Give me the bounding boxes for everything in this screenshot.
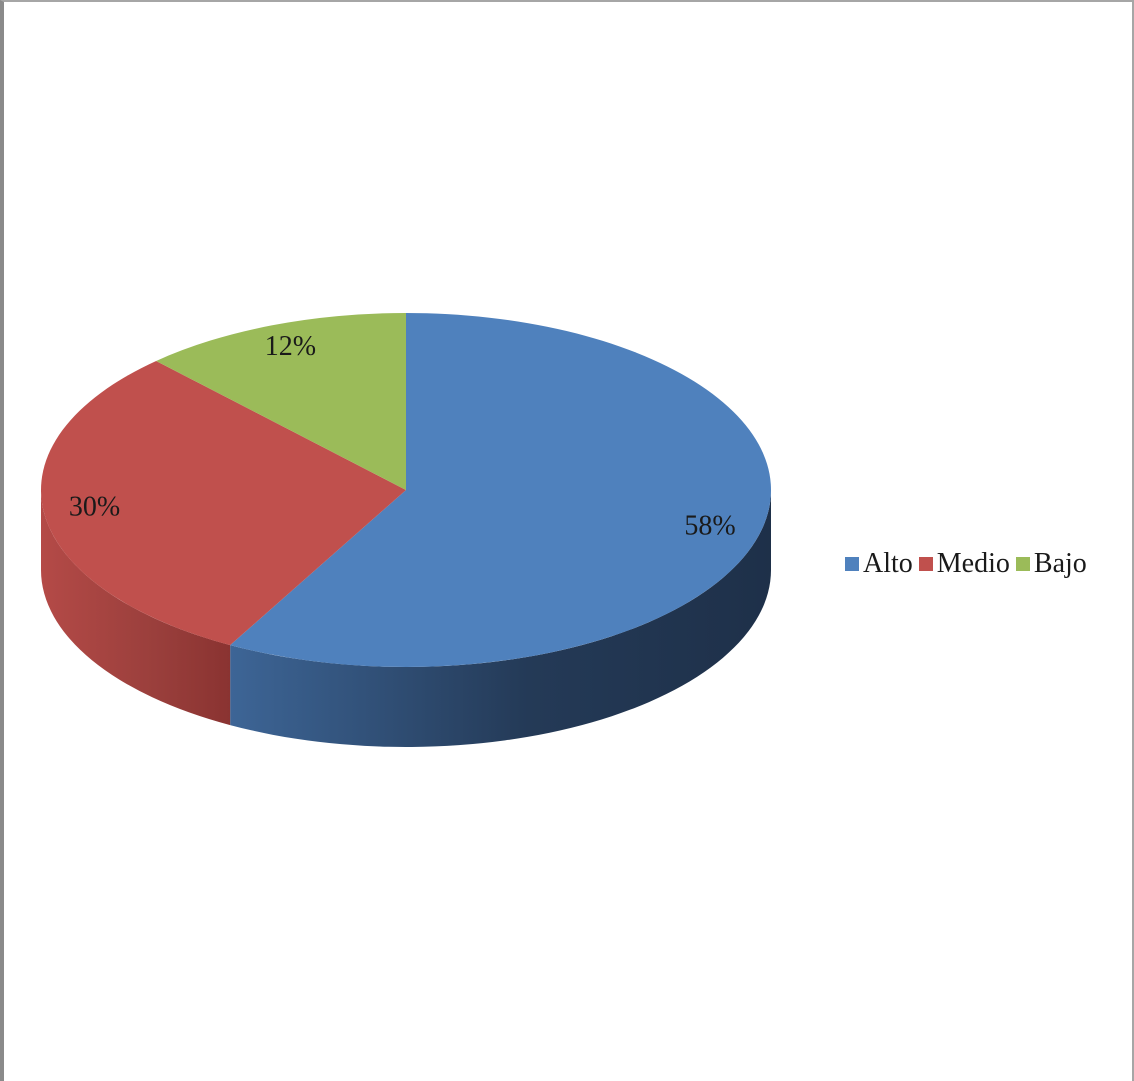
legend-label-medio: Medio — [936, 548, 1010, 579]
legend-item-alto: Alto — [845, 548, 913, 580]
pie-label-bajo: 12% — [265, 331, 316, 362]
legend-swatch-bajo — [1015, 557, 1030, 571]
legend: Alto Medio Bajo — [845, 548, 1093, 580]
pie-side-alto — [230, 490, 771, 747]
pie-sides — [41, 490, 771, 747]
pie-slice-bajo — [156, 313, 406, 490]
legend-label-alto: Alto — [863, 548, 913, 579]
pie-slice-alto — [230, 313, 771, 668]
pie-label-alto: 58% — [684, 510, 735, 541]
pie-slice-medio — [40, 360, 406, 646]
legend-swatch-alto — [845, 557, 859, 571]
pie-labels: 58% 30% 12% — [69, 331, 736, 541]
pie-side-medio — [41, 490, 231, 726]
legend-label-bajo: Bajo — [1033, 548, 1087, 579]
pie-tops — [40, 313, 771, 668]
legend-item-medio: Medio — [918, 548, 1010, 580]
legend-item-bajo: Bajo — [1015, 548, 1087, 580]
pie-label-medio: 30% — [69, 492, 120, 523]
legend-swatch-medio — [918, 557, 933, 571]
